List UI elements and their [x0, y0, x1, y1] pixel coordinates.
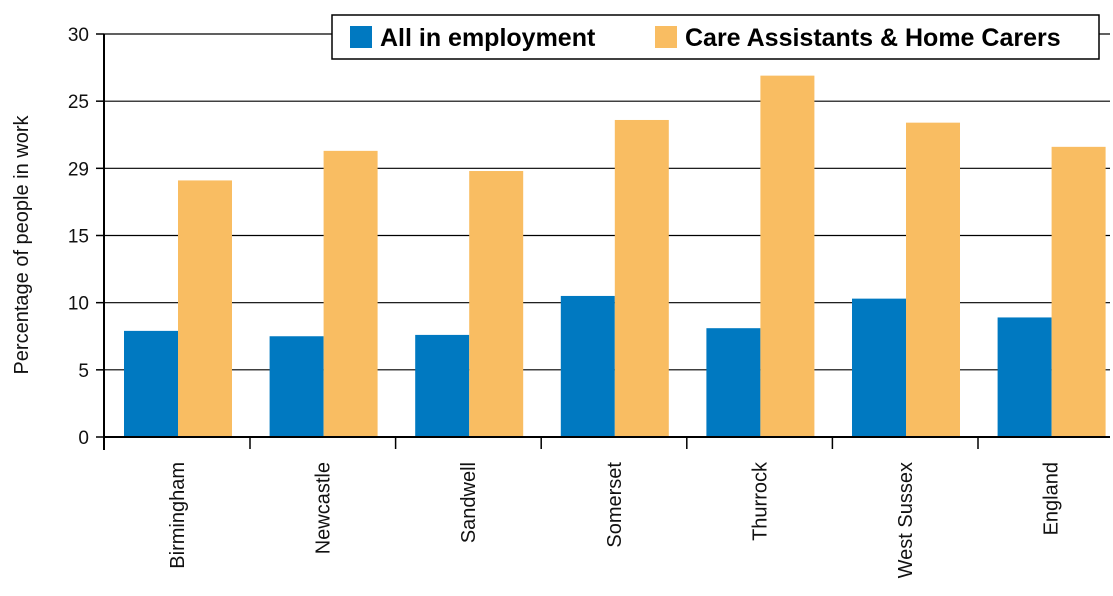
bar-care-assistants-england	[1051, 146, 1106, 437]
bar-care-assistants-west-sussex	[906, 122, 960, 437]
bar-all-in-employment-newcastle	[269, 336, 324, 437]
y-tick-label: 15	[68, 227, 89, 248]
bar-all-in-employment-england	[997, 317, 1052, 437]
x-category-label: Thurrock	[749, 461, 771, 541]
legend-swatch-care-assistants	[655, 26, 677, 48]
bar-care-assistants-somerset	[614, 119, 669, 438]
legend-box	[331, 14, 1100, 60]
bar-all-in-employment-somerset	[560, 295, 615, 437]
x-category-label: England	[1041, 462, 1063, 535]
y-tick-label: 5	[78, 361, 89, 382]
y-tick-label: 25	[68, 92, 89, 113]
bar-care-assistants-thurrock	[760, 75, 815, 437]
bar-all-in-employment-sandwell	[415, 334, 470, 437]
y-axis-label: Percentage of people in work	[11, 114, 33, 374]
y-tick-label: 30	[68, 25, 89, 46]
axes	[96, 33, 1110, 450]
x-category-label: West Sussex	[895, 462, 917, 578]
y-tick-label: 29	[68, 159, 89, 180]
legend-swatch-all-in-employment	[350, 26, 372, 48]
legend: All in employment Care Assistants & Home…	[331, 14, 1100, 60]
bar-all-in-employment-west-sussex	[852, 298, 906, 437]
bar-all-in-employment-birmingham	[124, 330, 178, 437]
y-tick-label: 0	[78, 428, 89, 449]
x-category-label: Somerset	[604, 462, 626, 548]
y-tick-label: 10	[68, 294, 89, 315]
bar-all-in-employment-thurrock	[706, 328, 761, 437]
bar-care-assistants-newcastle	[323, 150, 378, 437]
x-category-label: Sandwell	[458, 462, 480, 543]
bars	[124, 75, 1106, 438]
legend-label-care-assistants: Care Assistants & Home Carers	[685, 24, 1061, 52]
x-category-labels: Birmingham Newcastle Sandwell Somerset Thurr…	[167, 461, 1063, 578]
x-category-label: Newcastle	[313, 462, 335, 554]
bar-care-assistants-birmingham	[178, 180, 232, 437]
legend-label-all-in-employment: All in employment	[380, 24, 596, 52]
y-tick-labels: 0 5 10 15 29 25 30	[68, 25, 89, 449]
bar-care-assistants-sandwell	[469, 171, 524, 437]
x-category-label: Birmingham	[167, 462, 189, 569]
